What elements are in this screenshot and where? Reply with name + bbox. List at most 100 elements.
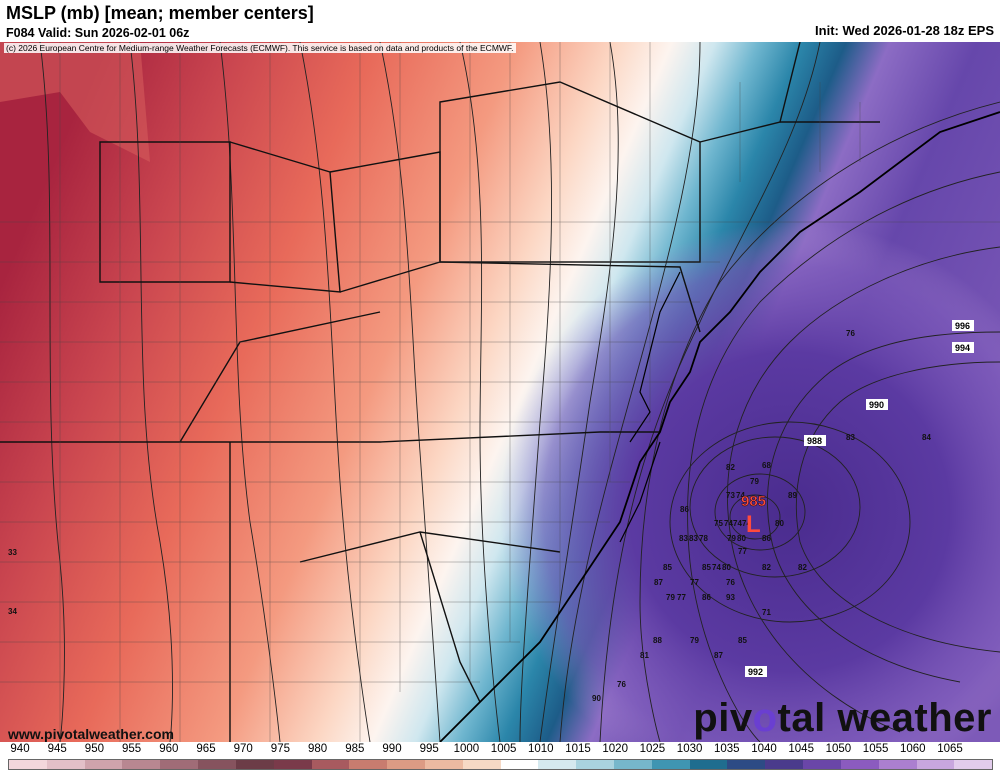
isobar-label: 996 [955, 321, 970, 331]
member-center: 80 [775, 519, 784, 528]
member-center: 86 [702, 593, 711, 602]
member-center: 82 [798, 563, 807, 572]
colorbar-tick-label: 995 [419, 743, 439, 755]
member-center: 80 [722, 563, 731, 572]
ecmwf-credit: (c) 2026 European Centre for Medium-rang… [4, 43, 516, 53]
mslp-map[interactable]: 996 994 990 988 992 76 83 84 82 68 79 73… [0, 42, 1000, 742]
colorbar-tick-label: 960 [159, 743, 179, 755]
isobar-labels: 996 994 990 988 992 [745, 320, 974, 677]
member-center: 73 [726, 491, 735, 500]
colorbar-tick-label: 1055 [862, 743, 889, 755]
colorbar-tick-label: 955 [122, 743, 142, 755]
low-pressure-center: 985 L [741, 493, 766, 538]
member-center: 89 [788, 491, 797, 500]
isobar-label: 988 [807, 436, 822, 446]
brand-text-start: piv [693, 696, 753, 740]
member-center: 77 [738, 547, 747, 556]
lake-michigan-area [0, 42, 150, 162]
member-center: 79 [727, 534, 736, 543]
colorbar-swatch [122, 760, 161, 769]
colorbar-tick-label: 1020 [602, 743, 628, 755]
member-center: 85 [738, 636, 747, 645]
isobar-label: 992 [748, 667, 763, 677]
member-center: 90 [592, 694, 601, 703]
colorbar-labels: 940 945 950 955 960 965 970 975 980 985 990 995 1000… [0, 743, 1000, 757]
colorbar-swatch [614, 760, 652, 769]
member-center: 79 [690, 636, 699, 645]
colorbar-tick-label: 940 [10, 743, 30, 755]
colorbar-swatch [462, 760, 501, 769]
low-pressure-shading [500, 222, 1000, 742]
member-center: 34 [8, 607, 17, 616]
colorbar-tick-label: 1000 [453, 743, 480, 755]
colorbar-swatch [235, 760, 274, 769]
member-center: 81 [640, 651, 649, 660]
member-center: 82 [726, 463, 735, 472]
website-link[interactable]: www.pivotalweather.com [8, 726, 174, 742]
colorbar-tick-label: 1060 [900, 743, 926, 755]
colorbar-tick-label: 965 [196, 743, 216, 755]
colorbar-swatch [727, 760, 766, 769]
colorbar: 940 945 950 955 960 965 970 975 980 985 990 995 1000… [0, 742, 1000, 772]
member-center: 80 [737, 534, 746, 543]
low-pressure-symbol: L [746, 511, 761, 538]
member-center: 85 [663, 563, 672, 572]
member-center: 79 [666, 593, 675, 602]
colorbar-swatch [651, 760, 690, 769]
colorbar-swatch [954, 760, 993, 769]
colorbar-tick-label: 1035 [714, 743, 740, 755]
colorbar-tick-label: 1010 [528, 743, 554, 755]
low-pressure-value: 985 [741, 493, 766, 510]
colorbar-swatch [916, 760, 955, 769]
colorbar-swatch [387, 760, 425, 769]
colorbar-swatch [46, 760, 85, 769]
colorbar-tick-label: 1045 [788, 743, 814, 755]
member-center: 76 [846, 329, 855, 338]
member-center: 79 [750, 477, 759, 486]
colorbar-swatch [349, 760, 388, 769]
isobar-label: 994 [955, 343, 970, 353]
colorbar-tick-label: 975 [270, 743, 290, 755]
member-center: 85 [702, 563, 711, 572]
colorbar-strip [8, 759, 993, 770]
colorbar-tick-label: 945 [47, 743, 67, 755]
colorbar-tick-label: 1040 [751, 743, 777, 755]
isobar-label: 990 [869, 400, 884, 410]
member-center: 87 [714, 651, 723, 660]
member-center: 74 [724, 519, 733, 528]
colorbar-swatch [500, 760, 539, 769]
member-center: 74 [736, 491, 745, 500]
isobars [39, 42, 1000, 742]
header: MSLP (mb) [mean; member centers] F084 Va… [0, 0, 1000, 42]
init-time: Init: Wed 2026-01-28 18z EPS [815, 23, 994, 38]
member-center: 77 [690, 578, 699, 587]
member-center: 83 [679, 534, 688, 543]
valid-time: F084 Valid: Sun 2026-02-01 06z [6, 26, 190, 40]
member-center: 86 [762, 534, 771, 543]
member-center: 77 [677, 593, 686, 602]
member-center: 74 [733, 519, 742, 528]
colorbar-swatch [84, 760, 123, 769]
member-center: 86 [680, 505, 689, 514]
state-borders [0, 42, 880, 742]
colorbar-tick-label: 1065 [937, 743, 963, 755]
member-center: 75 [714, 519, 723, 528]
colorbar-tick-label: 970 [233, 743, 253, 755]
colorbar-tick-label: 1025 [639, 743, 666, 755]
chesapeake-bay [629, 271, 681, 443]
member-center: 82 [762, 563, 771, 572]
colorbar-swatch [803, 760, 841, 769]
county-borders [0, 42, 1000, 742]
colorbar-tick-label: 990 [382, 743, 402, 755]
member-center: 74 [742, 519, 751, 528]
colorbar-swatch [840, 760, 879, 769]
colorbar-swatch [878, 760, 917, 769]
colorbar-tick-label: 1005 [490, 743, 517, 755]
colorbar-swatch [198, 760, 236, 769]
colorbar-swatch [765, 760, 804, 769]
colorbar-swatch [160, 760, 199, 769]
member-centers: 76 83 84 82 68 79 73 74 89 86 75 74 74 7… [8, 329, 931, 703]
colorbar-tick-label: 1050 [825, 743, 852, 755]
colorbar-swatch [9, 760, 47, 769]
map-canvas: 996 994 990 988 992 76 83 84 82 68 79 73… [0, 42, 1000, 742]
